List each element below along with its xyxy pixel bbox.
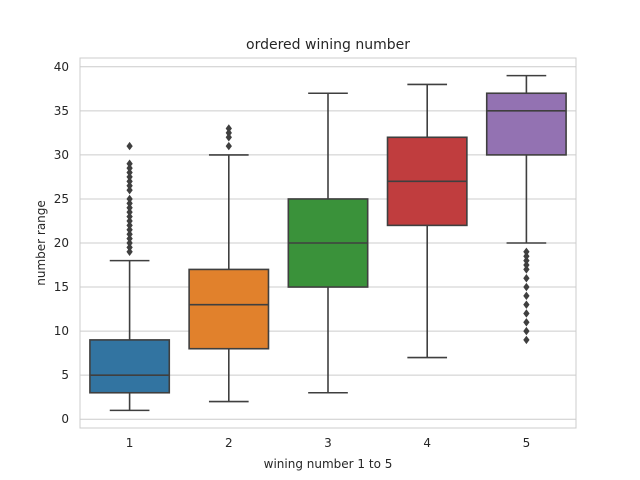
outlier-point bbox=[523, 265, 530, 274]
outlier-point bbox=[126, 234, 133, 243]
outlier-point bbox=[225, 133, 232, 142]
outlier-point bbox=[523, 252, 530, 261]
outlier-point bbox=[523, 291, 530, 301]
outlier-point bbox=[523, 256, 530, 265]
y-tick-label: 35 bbox=[54, 104, 69, 118]
x-tick-label: 3 bbox=[324, 436, 332, 450]
outlier-point bbox=[126, 207, 133, 217]
iqr-box bbox=[485, 92, 567, 156]
outlier-point bbox=[126, 181, 133, 190]
outlier-point bbox=[126, 216, 133, 226]
outlier-point bbox=[126, 168, 133, 177]
iqr-box bbox=[188, 268, 270, 350]
outlier-point bbox=[126, 177, 133, 186]
box-group bbox=[89, 141, 171, 412]
x-tick-label: 1 bbox=[126, 436, 134, 450]
box-group bbox=[386, 83, 468, 359]
y-tick-label: 0 bbox=[61, 412, 69, 426]
outlier-point bbox=[523, 326, 530, 336]
outlier-point bbox=[523, 335, 530, 345]
outlier-point bbox=[225, 128, 232, 138]
outlier-point bbox=[225, 124, 232, 133]
y-tick-label: 10 bbox=[54, 324, 69, 338]
plot-frame bbox=[79, 57, 577, 429]
outlier-point bbox=[126, 163, 133, 173]
outlier-point bbox=[126, 199, 133, 208]
outlier-point bbox=[126, 172, 133, 182]
outlier-point bbox=[126, 238, 133, 248]
outlier-point bbox=[126, 212, 133, 221]
chart-title: ordered wining number bbox=[246, 37, 410, 53]
outlier-point bbox=[126, 247, 133, 257]
outlier-point bbox=[126, 203, 133, 212]
y-tick-label: 25 bbox=[54, 192, 69, 206]
outlier-point bbox=[126, 159, 133, 168]
outlier-point bbox=[523, 260, 530, 270]
y-tick-label: 15 bbox=[54, 280, 69, 294]
x-tick-label: 5 bbox=[523, 436, 531, 450]
outlier-point bbox=[126, 243, 133, 252]
iqr-box bbox=[89, 339, 171, 394]
outlier-point bbox=[523, 247, 530, 257]
outlier-point bbox=[523, 274, 530, 283]
outlier-point bbox=[523, 318, 530, 327]
box-group bbox=[485, 74, 567, 345]
y-axis-ticks: 0 5 10 15 20 25 30 35 40 bbox=[54, 60, 69, 426]
y-tick-label: 20 bbox=[54, 236, 69, 250]
y-tick-label: 5 bbox=[61, 368, 69, 382]
outlier-point bbox=[126, 141, 133, 151]
x-tick-label: 2 bbox=[225, 436, 233, 450]
outlier-point bbox=[523, 300, 530, 309]
outlier-point bbox=[126, 221, 133, 230]
box-series bbox=[89, 74, 567, 412]
outlier-point bbox=[523, 309, 530, 318]
y-axis-label: number range bbox=[34, 200, 48, 286]
outlier-point bbox=[126, 229, 133, 239]
box-group bbox=[287, 92, 369, 394]
x-tick-label: 4 bbox=[423, 436, 431, 450]
y-tick-label: 40 bbox=[54, 60, 69, 74]
outlier-point bbox=[126, 194, 133, 204]
x-axis-label: wining number 1 to 5 bbox=[264, 457, 393, 471]
outlier-point bbox=[225, 141, 232, 151]
box-group bbox=[188, 124, 270, 403]
x-axis-ticks: 1 2 3 4 5 bbox=[126, 436, 530, 450]
y-tick-label: 30 bbox=[54, 148, 69, 162]
outlier-point bbox=[523, 282, 530, 292]
outlier-point bbox=[126, 185, 133, 195]
outlier-point bbox=[126, 225, 133, 234]
